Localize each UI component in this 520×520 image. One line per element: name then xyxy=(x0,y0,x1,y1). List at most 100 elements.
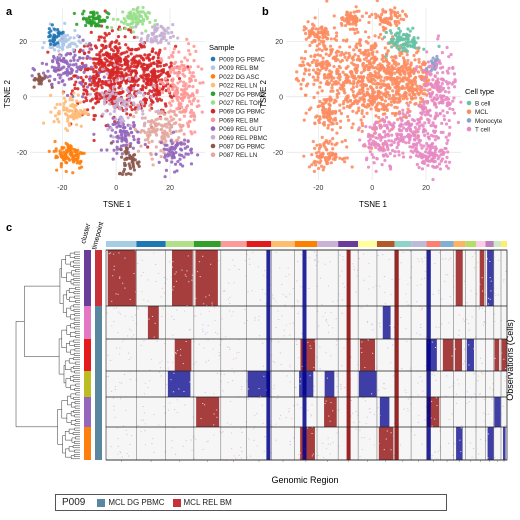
dendrogram-branch xyxy=(75,362,80,364)
data-point xyxy=(150,77,153,80)
data-point xyxy=(157,70,160,73)
data-point xyxy=(193,118,196,121)
data-point xyxy=(87,67,90,70)
noise xyxy=(300,378,301,379)
noise xyxy=(213,349,214,350)
data-point xyxy=(355,85,358,88)
legend-label: P087 REL LN xyxy=(219,152,258,159)
data-point xyxy=(400,133,403,136)
noise xyxy=(492,398,493,399)
chromosome-segment xyxy=(106,241,136,247)
noise xyxy=(241,389,242,390)
noise xyxy=(363,280,364,281)
data-point xyxy=(447,91,450,94)
noise xyxy=(474,267,475,268)
noise xyxy=(234,372,235,373)
legend-marker xyxy=(211,100,216,105)
noise xyxy=(118,446,119,447)
data-point xyxy=(115,152,118,155)
noise xyxy=(478,376,479,377)
data-point xyxy=(327,142,330,145)
data-point xyxy=(171,86,174,89)
data-point xyxy=(196,153,199,156)
noise xyxy=(324,403,325,404)
data-point xyxy=(436,37,439,40)
data-point xyxy=(330,79,333,82)
data-point xyxy=(124,35,127,38)
data-point xyxy=(142,42,145,45)
noise xyxy=(172,261,173,262)
data-point xyxy=(176,141,179,144)
noise xyxy=(115,293,116,294)
data-point xyxy=(147,11,150,14)
noise xyxy=(115,417,116,418)
data-point xyxy=(152,61,155,64)
data-point xyxy=(383,149,386,152)
noise xyxy=(336,386,337,387)
noise xyxy=(144,430,145,431)
noise xyxy=(229,349,230,350)
noise xyxy=(171,276,172,277)
data-point xyxy=(148,59,151,62)
data-point xyxy=(164,123,167,126)
noise xyxy=(393,436,394,437)
data-point xyxy=(55,58,58,61)
cluster-annotation xyxy=(84,427,91,460)
noise xyxy=(483,325,484,326)
data-point xyxy=(384,105,387,108)
data-point xyxy=(76,59,79,62)
noise xyxy=(486,429,487,430)
data-point xyxy=(190,109,193,112)
data-point xyxy=(353,96,356,99)
data-point xyxy=(93,84,96,87)
data-point xyxy=(41,46,44,49)
data-point xyxy=(329,48,332,51)
data-point xyxy=(100,80,103,83)
data-point xyxy=(91,22,94,25)
noise xyxy=(177,399,178,400)
data-point xyxy=(410,61,413,64)
data-point xyxy=(119,108,122,111)
data-point xyxy=(160,141,163,144)
data-point xyxy=(148,89,151,92)
data-point xyxy=(384,46,387,49)
data-point xyxy=(335,70,338,73)
noise xyxy=(206,332,207,333)
data-point xyxy=(421,161,424,164)
noise xyxy=(117,454,118,455)
data-point xyxy=(388,97,391,100)
data-point xyxy=(119,125,122,128)
data-point xyxy=(369,79,372,82)
noise xyxy=(206,441,207,442)
data-point xyxy=(362,90,365,93)
x-tick-label: 20 xyxy=(166,185,174,192)
data-point xyxy=(325,0,328,3)
noise xyxy=(296,340,297,341)
data-point xyxy=(453,72,456,75)
noise xyxy=(161,361,162,362)
data-point xyxy=(441,151,444,154)
data-point xyxy=(360,118,363,121)
dendrogram-branch xyxy=(75,349,80,351)
data-point xyxy=(344,139,347,142)
noise xyxy=(177,412,178,413)
data-point xyxy=(120,67,123,70)
data-point xyxy=(131,22,134,25)
data-point xyxy=(141,109,144,112)
data-point xyxy=(413,58,416,61)
data-point xyxy=(141,117,144,120)
noise xyxy=(176,271,177,272)
data-point xyxy=(403,46,406,49)
data-point xyxy=(62,105,65,108)
data-point xyxy=(54,156,57,159)
data-point xyxy=(162,37,165,40)
data-point xyxy=(155,145,158,148)
noise xyxy=(113,254,114,255)
noise xyxy=(325,320,326,321)
data-point xyxy=(365,156,368,159)
data-point xyxy=(312,68,315,71)
data-point xyxy=(345,40,348,43)
data-point xyxy=(151,25,154,28)
data-point xyxy=(403,136,406,139)
noise xyxy=(174,274,175,275)
